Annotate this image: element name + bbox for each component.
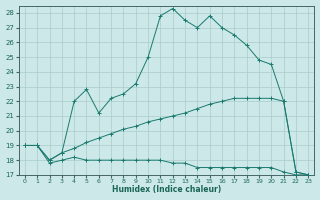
X-axis label: Humidex (Indice chaleur): Humidex (Indice chaleur) [112,185,221,194]
